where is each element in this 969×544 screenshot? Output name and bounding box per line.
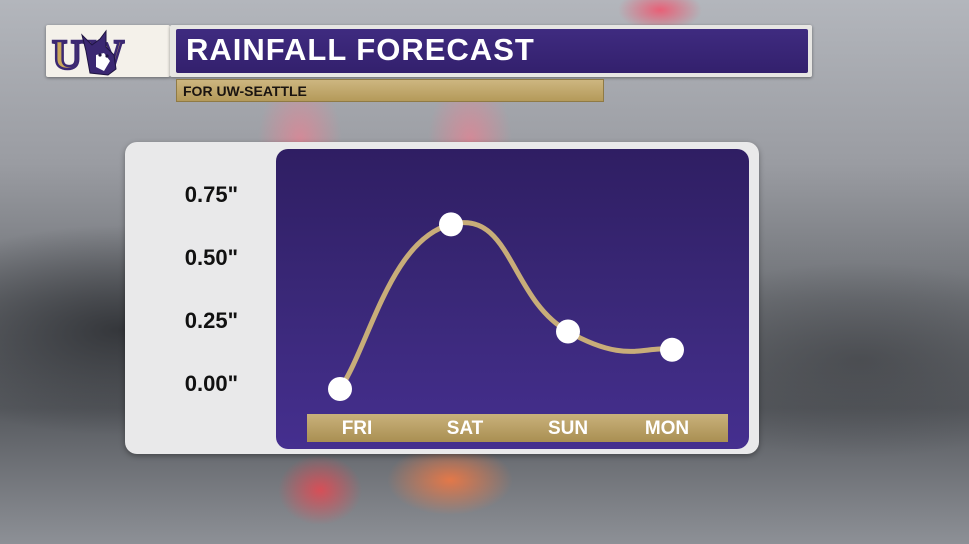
subtitle-bar: FOR UW-SEATTLE xyxy=(176,79,604,102)
title-bar: RAINFALL FORECAST xyxy=(170,25,812,77)
y-tick-label-050: 0.50" xyxy=(184,245,238,270)
husky-head-icon xyxy=(81,29,117,76)
y-tick-label-000: 0.00" xyxy=(184,371,238,396)
x-tick-label-mon: MON xyxy=(644,418,690,439)
page-subtitle: FOR UW-SEATTLE xyxy=(183,83,307,99)
page-title: RAINFALL FORECAST xyxy=(186,32,535,67)
x-tick-label-sat: SAT xyxy=(446,418,484,439)
data-point-sat xyxy=(439,212,463,237)
plot-area xyxy=(276,149,749,449)
y-tick-label-025: 0.25" xyxy=(184,308,238,333)
rainfall-series-line xyxy=(337,220,675,392)
x-tick-label-sun: SUN xyxy=(547,418,589,439)
data-point-fri xyxy=(328,377,352,401)
y-tick-label-075: 0.75" xyxy=(184,182,238,207)
x-tick-label-fri: FRI xyxy=(341,418,373,439)
husky-logo-icon: UW xyxy=(51,29,126,77)
data-point-mon xyxy=(660,337,684,362)
title-panel: RAINFALL FORECAST xyxy=(176,29,808,73)
uw-logo: UW xyxy=(46,25,170,77)
x-axis-bar xyxy=(307,414,728,442)
data-point-sun xyxy=(556,319,580,344)
